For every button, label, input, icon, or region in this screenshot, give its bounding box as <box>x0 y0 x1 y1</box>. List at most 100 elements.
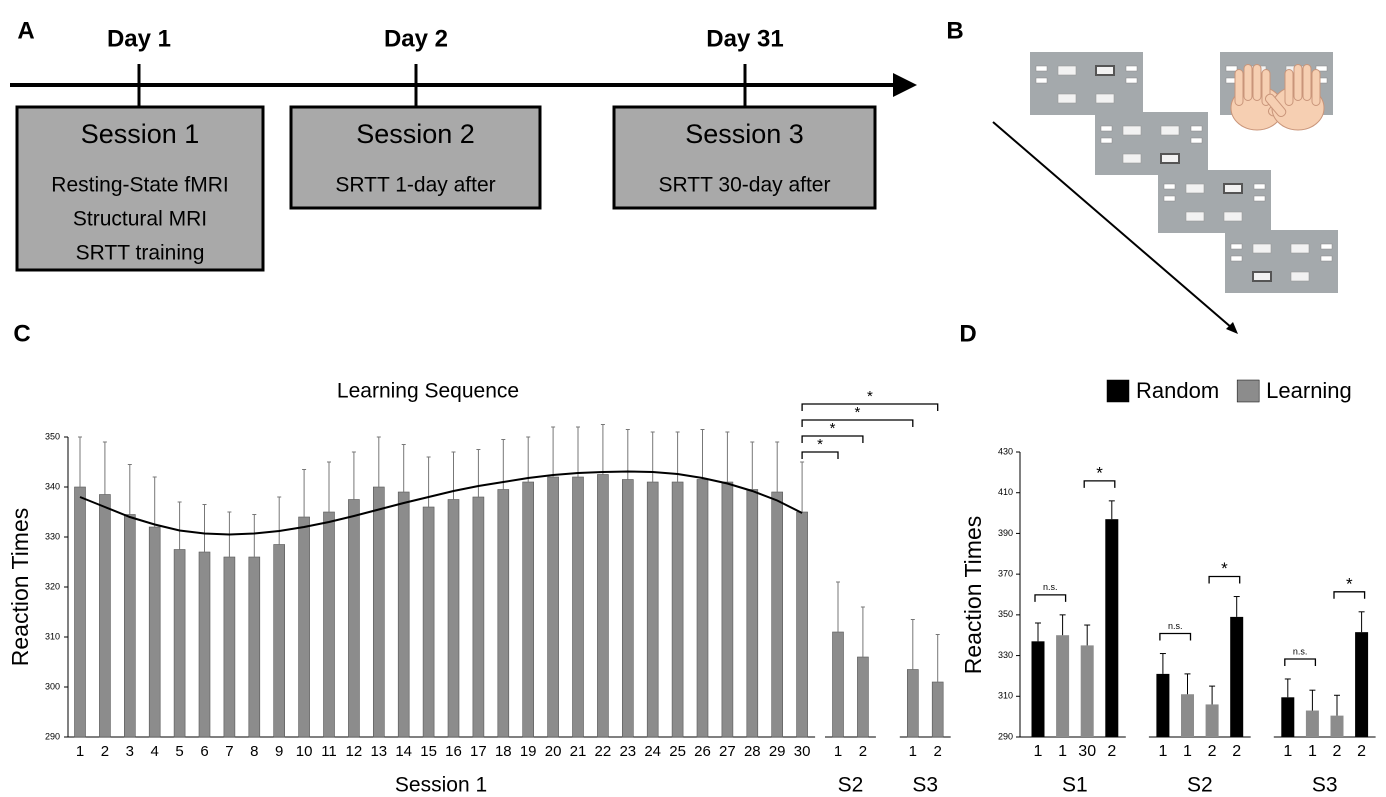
x-tick-label: 29 <box>769 743 786 760</box>
x-tick-label: 2 <box>859 743 867 760</box>
session-box <box>612 105 877 210</box>
hand-finger <box>1311 69 1321 106</box>
screen <box>1030 52 1143 115</box>
chart-title: Learning Sequence <box>337 380 519 403</box>
key <box>1252 243 1272 254</box>
key <box>1095 65 1115 76</box>
x-tick-label: 12 <box>346 743 363 760</box>
x-tick-label: 30 <box>794 743 811 760</box>
group-label: S2 <box>838 774 864 797</box>
bar <box>223 556 236 738</box>
key-small <box>1100 125 1113 132</box>
legend-swatch <box>1106 379 1130 403</box>
panel-label: C <box>13 320 30 347</box>
significance-bracket <box>1159 632 1192 641</box>
significance-label: * <box>1221 559 1228 578</box>
bar <box>696 479 709 738</box>
key-small <box>1315 65 1328 72</box>
x-tick-label: 1 <box>909 743 917 760</box>
bar <box>832 631 844 738</box>
x-tick-label: 22 <box>595 743 612 760</box>
key-small <box>1320 255 1333 262</box>
bar <box>1281 697 1295 737</box>
key-small <box>1230 255 1243 262</box>
key-small <box>1163 195 1176 202</box>
key <box>1122 125 1142 136</box>
x-tick-label: 4 <box>151 743 159 760</box>
x-tick-label: 1 <box>1158 743 1167 760</box>
key-small <box>1320 243 1333 250</box>
significance-label: n.s. <box>1293 646 1308 656</box>
x-tick-label: 1 <box>1308 743 1317 760</box>
hand-finger <box>1234 69 1244 106</box>
bar <box>248 556 261 738</box>
x-tick-label: 1 <box>76 743 84 760</box>
key-small <box>1253 195 1266 202</box>
significance-bracket <box>801 419 914 427</box>
session-detail: Resting-State fMRI <box>51 174 228 197</box>
session-title: Session 3 <box>685 119 804 149</box>
bar <box>472 496 485 738</box>
group-label: S1 <box>1062 774 1088 797</box>
significance-label: * <box>817 436 823 453</box>
key-small <box>1125 77 1138 84</box>
significance-bracket <box>1083 480 1116 488</box>
time-arrow <box>992 121 1233 329</box>
significance-bracket <box>1284 658 1317 666</box>
key <box>1185 183 1205 194</box>
key <box>1252 271 1272 282</box>
y-tick-label: 300 <box>45 681 60 691</box>
bar <box>1031 641 1045 737</box>
bar <box>857 656 869 738</box>
x-tick-label: 17 <box>470 743 487 760</box>
group-label: Session 1 <box>395 774 487 797</box>
significance-label: * <box>867 388 873 405</box>
x-tick-label: 10 <box>296 743 313 760</box>
session-title: Session 1 <box>81 119 200 149</box>
bar <box>1230 616 1244 737</box>
day-label: Day 31 <box>706 25 783 52</box>
key-small <box>1253 183 1266 190</box>
x-tick-label: 21 <box>570 743 587 760</box>
significance-bracket <box>1034 594 1067 602</box>
key-small <box>1190 137 1203 144</box>
x-tick-label: 3 <box>126 743 134 760</box>
bar <box>273 544 286 738</box>
y-tick-label: 370 <box>998 569 1013 579</box>
hand-finger <box>1302 64 1312 101</box>
session-title: Session 2 <box>356 119 475 149</box>
bar <box>771 491 784 738</box>
key <box>1185 211 1205 222</box>
significance-bracket <box>1208 575 1241 584</box>
bar <box>74 486 86 738</box>
bar <box>796 511 808 738</box>
bar <box>746 489 759 738</box>
bar <box>422 506 435 738</box>
hand-finger <box>1252 64 1262 101</box>
hand-finger <box>1243 64 1253 101</box>
screen <box>1158 170 1271 233</box>
bar <box>1330 715 1344 737</box>
bar <box>148 526 161 738</box>
group-label: S2 <box>1187 774 1213 797</box>
significance-bracket <box>1333 591 1366 599</box>
x-tick-label: 2 <box>1232 743 1241 760</box>
x-tick-label: 2 <box>934 743 942 760</box>
bar <box>646 481 659 738</box>
significance-bracket <box>801 435 864 443</box>
bar <box>497 489 510 738</box>
significance-label: * <box>830 420 836 437</box>
y-tick-label: 290 <box>998 731 1013 741</box>
hand-finger <box>1284 69 1294 106</box>
key <box>1223 211 1243 222</box>
key <box>1290 271 1310 282</box>
x-tick-label: 15 <box>420 743 437 760</box>
bar <box>906 669 919 738</box>
x-tick-label: 26 <box>694 743 711 760</box>
x-tick-label: 5 <box>175 743 183 760</box>
x-tick-label: 1 <box>1183 743 1192 760</box>
x-tick-label: 28 <box>744 743 761 760</box>
y-tick-label: 290 <box>45 731 60 741</box>
bar <box>671 481 684 738</box>
